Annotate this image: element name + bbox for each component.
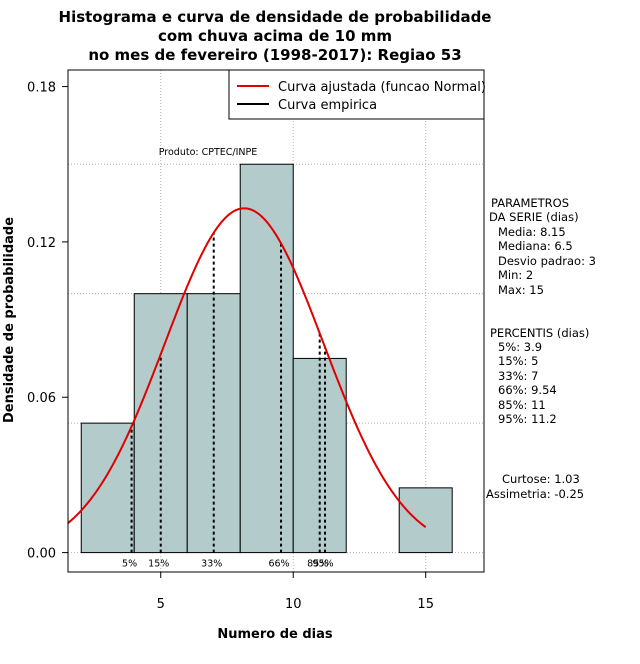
percentile-label: 5% (122, 559, 137, 570)
chart-title-line-3: no mes de fevereiro (1998-2017): Regiao … (88, 46, 461, 64)
product-annotation: Produto: CPTEC/INPE (159, 147, 258, 158)
legend-box (228, 69, 485, 120)
percentile-label: 95% (312, 559, 333, 570)
histogram-bar (239, 163, 294, 554)
y-axis-title: Densidade de probabilidade (2, 217, 17, 423)
chart-title-line-2: com chuva acima de 10 mm (158, 27, 392, 45)
percentile-label: 15% (148, 559, 169, 570)
percentil-95: 95%: 11.2 (498, 412, 557, 426)
percentile-labels: 5% 15% 33% 66% 85%95% (122, 559, 334, 570)
chart-title: Histograma e curva de densidade de proba… (59, 8, 492, 64)
curtose: Curtose: 1.03 (502, 472, 580, 486)
x-axis-title: Numero de dias (217, 627, 333, 642)
param-desvio: Desvio padrao: 3 (498, 254, 596, 268)
normal-curve (67, 207, 427, 528)
percentile-lines (130, 232, 327, 553)
param-max: Max: 15 (498, 283, 544, 297)
percentil-15: 15%: 5 (498, 354, 538, 368)
param-min: Min: 2 (498, 268, 533, 282)
y-tick-label: 0.12 (27, 236, 56, 251)
normal-curve-line (67, 207, 427, 528)
percentil-66: 66%: 9.54 (498, 383, 557, 397)
y-tick-label: 0.06 (27, 391, 56, 406)
legend: Curva ajustada (funcao Normal) Curva emp… (228, 69, 486, 120)
histogram-bar (80, 422, 135, 554)
x-tick-label: 15 (417, 597, 434, 612)
percentil-33: 33%: 7 (498, 369, 538, 383)
param-mediana: Mediana: 6.5 (498, 239, 573, 253)
y-tick-label: 0.00 (27, 547, 56, 562)
percentile-label: 85% (307, 559, 328, 570)
assimetria: Assimetria: -0.25 (486, 487, 584, 501)
percentile-label: 66% (268, 559, 289, 570)
percentile-label: 33% (201, 559, 222, 570)
histogram-bar (398, 487, 453, 554)
percentis-title: PERCENTIS (dias) (490, 326, 589, 340)
y-tick-label: 0.18 (27, 81, 56, 96)
chart-title-line-1: Histograma e curva de densidade de proba… (59, 8, 492, 26)
param-media: Media: 8.15 (498, 225, 566, 239)
x-tick-label: 10 (285, 597, 302, 612)
legend-label-empirical: Curva empirica (278, 98, 377, 113)
percentil-5: 5%: 3.9 (498, 340, 542, 354)
percentil-85: 85%: 11 (498, 398, 546, 412)
legend-label-fitted: Curva ajustada (funcao Normal) (278, 80, 486, 95)
x-tick-label: 5 (157, 597, 165, 612)
statistics-panel: PARAMETROS DA SERIE (dias) Media: 8.15 M… (486, 196, 596, 501)
params-title-line-2: DA SERIE (dias) (489, 210, 579, 224)
params-title-line-1: PARAMETROS (491, 196, 569, 210)
